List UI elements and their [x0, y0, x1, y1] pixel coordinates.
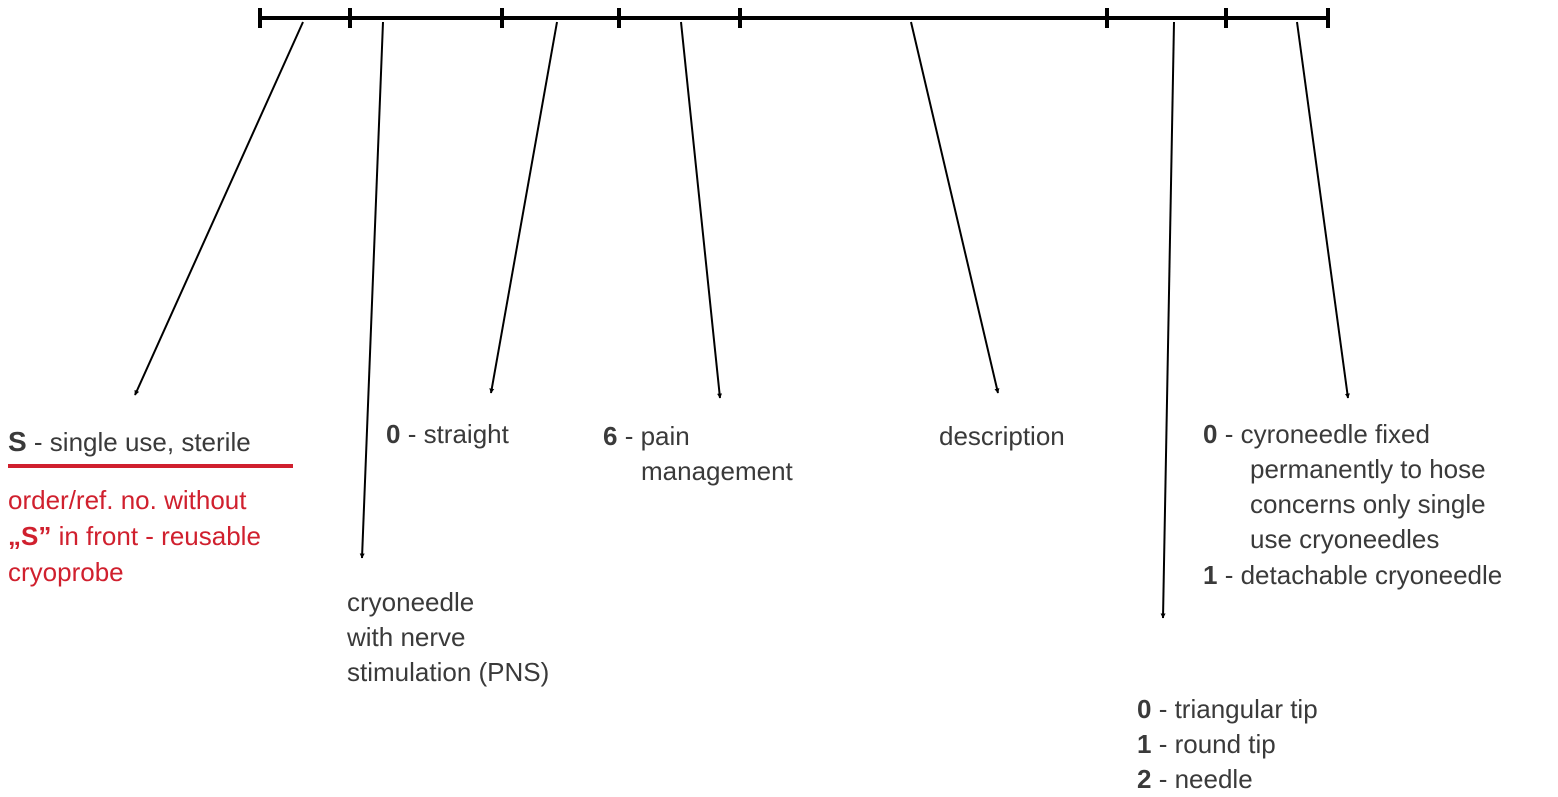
code: „S” — [8, 521, 52, 551]
label: S - single use, sterile — [8, 424, 251, 460]
arrows — [134, 21, 1350, 619]
code: 0 — [386, 419, 401, 449]
text: - triangular tip — [1158, 694, 1318, 724]
text: - needle — [1158, 764, 1253, 794]
label: use cryoneedles — [1250, 524, 1440, 554]
note: order/ref. no. without — [8, 485, 247, 515]
label: management — [641, 456, 793, 486]
label: 0 - straight — [386, 416, 509, 452]
code: 1 — [1137, 729, 1152, 759]
label: description — [939, 421, 1065, 451]
note: cryoprobe — [8, 557, 124, 587]
label: concerns only single — [1250, 489, 1486, 519]
label: 0 - cyroneedle fixed — [1203, 416, 1430, 452]
label: with nerve — [347, 622, 466, 652]
text: - straight — [407, 419, 509, 449]
text: - round tip — [1158, 729, 1276, 759]
label: 1 - detachable cryoneedle — [1203, 557, 1502, 593]
text: in front - reusable — [58, 521, 261, 551]
code: S — [8, 426, 27, 457]
code: 2 — [1137, 764, 1152, 794]
code-bar — [258, 8, 1330, 28]
note: „S” in front - reusable — [8, 518, 261, 554]
label: 0 - triangular tip — [1137, 691, 1318, 727]
text: - cyroneedle fixed — [1224, 419, 1430, 449]
code: 0 — [1137, 694, 1152, 724]
text: - single use, sterile — [33, 427, 251, 457]
label: cryoneedle — [347, 587, 475, 617]
code: 1 — [1203, 560, 1218, 590]
label: stimulation (PNS) — [347, 657, 550, 687]
label: 2 - needle — [1137, 761, 1253, 797]
text: - pain — [624, 421, 690, 451]
code: 0 — [1203, 419, 1218, 449]
text: - detachable cryoneedle — [1224, 560, 1503, 590]
label: permanently to hose — [1250, 454, 1486, 484]
label: 6 - pain — [603, 418, 690, 454]
code: 6 — [603, 421, 618, 451]
label: 1 - round tip — [1137, 726, 1276, 762]
